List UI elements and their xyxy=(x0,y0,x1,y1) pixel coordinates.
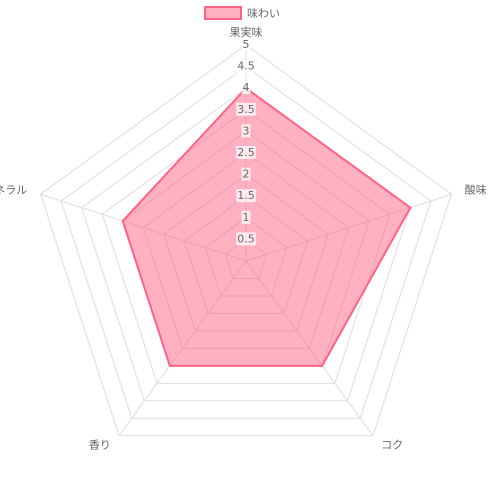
tick-backdrop xyxy=(236,102,256,116)
legend-swatch xyxy=(204,6,242,20)
r-tick-label: 5 xyxy=(243,38,250,51)
axis-label: ミネラル xyxy=(0,184,27,197)
tick-backdrop xyxy=(236,59,256,73)
r-tick-label: 2.5 xyxy=(237,146,255,159)
r-tick-label: 3 xyxy=(243,124,250,137)
tick-backdrop xyxy=(241,167,251,181)
r-tick-label: 4.5 xyxy=(237,60,255,73)
grid-ring xyxy=(39,44,453,437)
r-tick-label: 1.5 xyxy=(237,189,255,202)
axis-label: 果実味 xyxy=(230,25,263,39)
r-tick-label: 1 xyxy=(243,211,250,224)
legend-label: 味わい xyxy=(247,7,280,20)
tick-backdrop xyxy=(241,124,251,138)
radar-area xyxy=(121,86,412,367)
tick-backdrop xyxy=(241,210,251,224)
r-tick-label: 2 xyxy=(243,168,250,181)
r-tick-label: 3.5 xyxy=(237,103,255,116)
r-tick-label: 0.5 xyxy=(237,232,255,245)
r-tick-label: 4 xyxy=(243,81,250,94)
tick-backdrop xyxy=(241,38,251,51)
grid-ring xyxy=(60,65,432,419)
tick-backdrop xyxy=(236,189,256,203)
tick-backdrop xyxy=(236,146,256,159)
axis-label: 香り xyxy=(89,438,111,451)
axis-label: コク xyxy=(381,438,403,451)
axis-label: 酸味 xyxy=(465,183,487,197)
tick-backdrop xyxy=(236,232,256,246)
tick-backdrop xyxy=(241,81,251,95)
